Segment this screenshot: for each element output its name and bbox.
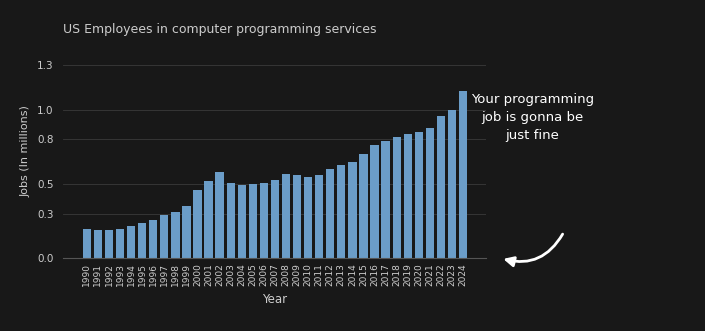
Bar [127,225,135,258]
Bar [226,182,235,258]
Bar [415,132,423,258]
Bar [459,90,467,258]
Bar [204,181,213,258]
Text: Your programming
job is gonna be
just fine: Your programming job is gonna be just fi… [471,93,594,142]
Bar [238,185,246,258]
Bar [326,169,334,258]
Bar [249,184,257,258]
Bar [337,165,345,258]
Bar [381,141,390,258]
Bar [138,222,147,258]
Bar [82,228,91,258]
Bar [370,145,379,258]
Bar [193,190,202,258]
Bar [282,173,290,258]
Text: US Employees in computer programming services: US Employees in computer programming ser… [63,23,377,36]
Bar [426,128,434,258]
Bar [94,230,102,258]
Bar [216,172,223,258]
Bar [171,212,180,258]
Bar [437,116,445,258]
Bar [183,206,190,258]
Bar [403,133,412,258]
Bar [160,215,168,258]
Bar [348,162,357,258]
Bar [116,228,124,258]
Bar [149,219,157,258]
X-axis label: Year: Year [262,293,288,306]
Bar [315,175,324,258]
Bar [393,136,401,258]
Bar [304,176,312,258]
Bar [105,230,113,258]
Bar [259,182,268,258]
Y-axis label: Jobs (In millions): Jobs (In millions) [20,105,30,197]
Bar [448,110,456,258]
Bar [360,154,367,258]
Bar [293,175,301,258]
Bar [271,179,279,258]
